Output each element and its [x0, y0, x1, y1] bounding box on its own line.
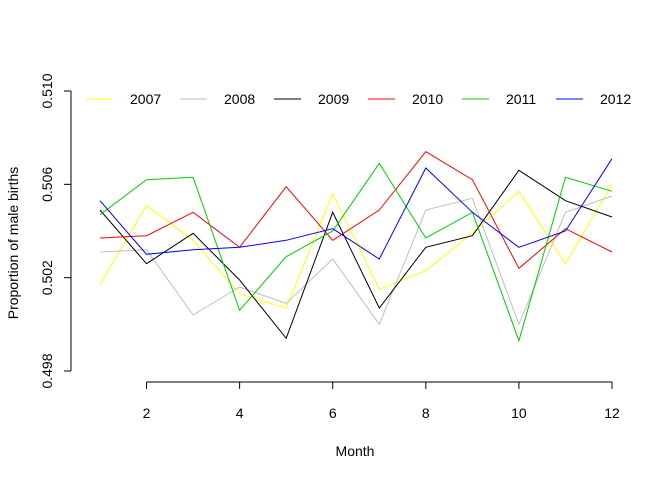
x-tick-label: 4 — [236, 405, 244, 421]
x-tick-label: 8 — [422, 405, 430, 421]
series-line-2008 — [99, 195, 613, 326]
legend-label-2009: 2009 — [318, 91, 349, 107]
y-axis: 0.498 0.502 0.506 0.510 — [39, 73, 72, 389]
series-lines — [99, 151, 613, 343]
series-line-2007 — [99, 184, 613, 309]
legend-label-2007: 2007 — [130, 91, 161, 107]
y-axis-title: Proportion of male births — [5, 167, 21, 320]
series-line-2009 — [99, 169, 613, 340]
x-axis-title: Month — [336, 443, 375, 459]
legend: 2007 2008 2009 2010 2011 2012 — [86, 91, 631, 107]
y-tick-label: 0.498 — [39, 353, 55, 388]
x-axis: 2 4 6 8 10 12 — [143, 381, 620, 421]
x-tick-label: 6 — [329, 405, 337, 421]
y-tick-label: 0.506 — [39, 167, 55, 202]
y-tick-label: 0.502 — [39, 260, 55, 295]
legend-label-2012: 2012 — [600, 91, 631, 107]
legend-label-2008: 2008 — [224, 91, 255, 107]
x-tick-label: 2 — [143, 405, 151, 421]
series-line-2010 — [99, 151, 613, 270]
x-tick-label: 10 — [511, 405, 527, 421]
legend-label-2010: 2010 — [412, 91, 443, 107]
x-tick-label: 12 — [604, 405, 620, 421]
y-tick-label: 0.510 — [39, 73, 55, 108]
legend-label-2011: 2011 — [506, 91, 536, 107]
series-line-2012 — [99, 158, 613, 260]
series-line-2011 — [99, 162, 613, 343]
